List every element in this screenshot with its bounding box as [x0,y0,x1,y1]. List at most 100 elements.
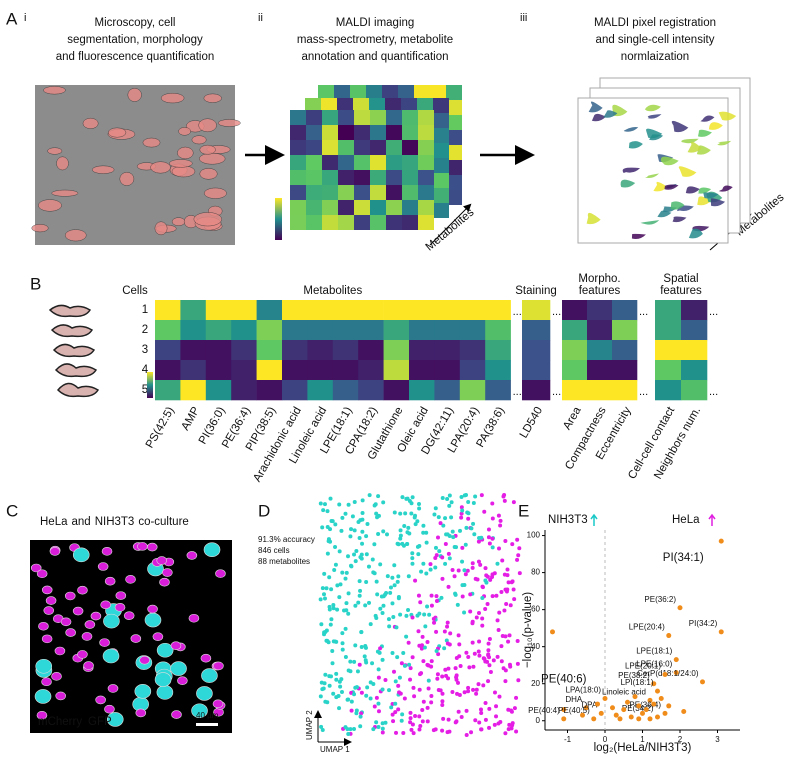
umap-point [335,607,340,612]
maldi-pixel [370,155,386,170]
step-caption: segmentation, morphology [67,34,203,46]
volcano-point [666,703,672,709]
umap-point [413,713,418,718]
umap-point [495,654,500,659]
heatmap-cell [522,340,551,361]
nucleus [99,638,110,647]
umap-point [470,621,475,626]
heatmap-cell [358,360,384,381]
volcano-point [561,707,567,713]
umap-point [434,594,439,599]
umap-point [352,692,357,697]
umap-point [415,519,420,524]
heatmap-cell [180,360,207,381]
cell-outline [178,127,191,136]
registered-cell [670,201,685,210]
maldi-pixel [414,85,430,100]
heatmap-cell [681,320,708,341]
volcano-point [647,697,653,703]
nucleus [77,650,88,659]
umap-point [329,674,334,679]
umap-point [500,558,505,563]
heatmap-cell [522,320,551,341]
umap-point [504,602,509,607]
umap-point [440,555,445,560]
heatmap-cell [155,320,181,341]
x-tick-label: 1 [640,735,645,744]
umap-point [464,708,469,713]
cell-outline [198,118,217,133]
heatmap-cell [562,340,588,361]
cell-outline [199,168,218,180]
umap-point [483,717,488,722]
umap-point [450,567,455,572]
heatmap-cell [307,320,334,341]
umap-point [447,729,452,734]
point-label: PE(40:6) [541,674,587,686]
umap-point [394,625,399,630]
umap-point [397,675,402,680]
umap-point [378,562,383,567]
umap-point [487,655,492,660]
umap-point [389,705,394,710]
umap-point [464,732,469,737]
umap-point [405,542,410,547]
umap-point [374,616,379,621]
registered-cell [653,181,668,192]
umap-point [462,493,467,498]
umap-point [322,596,327,601]
heatmap-cell [459,360,486,381]
volcano-point [598,710,604,716]
umap-point [435,672,440,677]
umap-point [360,529,365,534]
umap-point [441,523,446,528]
umap-point [346,611,351,616]
nucleus [41,677,52,687]
axis-label: UMAP 2 [305,710,314,740]
heatmap-cell [587,380,613,401]
umap-point [510,542,515,547]
umap-point [380,687,385,692]
umap-point [416,501,421,506]
umap-point [339,690,344,695]
maldi-pixel [354,110,370,125]
umap-point [506,707,511,712]
heatmap-cell [459,380,486,401]
umap-point [390,575,395,580]
umap-point [444,532,449,537]
heatmap-cell [180,380,207,401]
nucleus [72,547,90,563]
umap-point [455,680,460,685]
umap-point [353,685,358,690]
maldi-pixel [322,155,338,170]
umap-point [452,574,457,579]
maldi-pixel [402,140,418,155]
umap-point [376,709,381,714]
umap-point [337,706,342,711]
channel-label: GFP [88,716,112,728]
column-label: LD540 [518,405,545,440]
umap-point [440,728,445,733]
umap-point [425,719,430,724]
umap-point [319,680,324,685]
umap-point [381,529,386,534]
registered-cell [671,120,689,133]
step-numeral: i [24,12,26,24]
umap-point [364,552,369,557]
umap-point [353,559,358,564]
umap-point [328,622,333,627]
umap-point [328,527,333,532]
maldi-pixel [446,100,462,115]
umap-point [380,721,385,726]
umap-point [418,724,423,729]
volcano-point [561,716,567,722]
umap-point [446,584,451,589]
umap-point [410,561,415,566]
umap-point [387,624,392,629]
nucleus [90,611,102,621]
nucleus [103,613,120,629]
maldi-pixel [322,140,338,155]
umap-point [425,640,430,645]
panel-title: co-culture [138,516,189,528]
maldi-pixel [446,190,462,205]
